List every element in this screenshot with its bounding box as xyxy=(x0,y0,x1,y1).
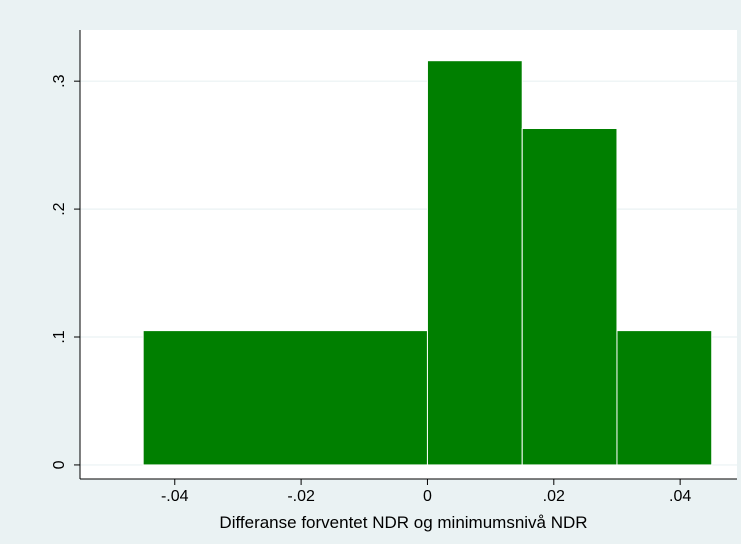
y-tick-label: .2 xyxy=(51,202,68,215)
axes: -.04 -.02 0 .02 .04 0 .1 .2 .3 xyxy=(51,30,737,505)
histogram-bar xyxy=(426,60,523,466)
y-tick-label: .3 xyxy=(51,74,68,87)
y-tick-label: 0 xyxy=(51,460,68,469)
x-tick-label: .04 xyxy=(669,488,691,505)
histogram-bars xyxy=(142,60,713,466)
x-tick-label: -.04 xyxy=(161,488,189,505)
x-axis-label: Differanse forventet NDR og minimumsnivå… xyxy=(219,513,587,532)
histogram-bar xyxy=(521,127,618,466)
histogram-bar xyxy=(616,330,713,466)
x-tick-label: .02 xyxy=(543,488,565,505)
y-tick-label: .1 xyxy=(51,330,68,343)
histogram-bar xyxy=(142,330,428,466)
x-tick-label: 0 xyxy=(423,488,432,505)
x-tick-label: -.02 xyxy=(287,488,315,505)
